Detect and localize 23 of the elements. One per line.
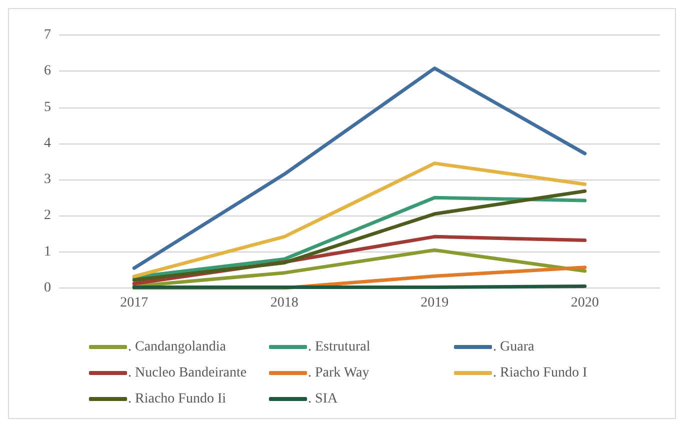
legend-label: . Riacho Fundo Ii	[128, 392, 226, 406]
y-tick-label: 7	[44, 28, 51, 42]
y-tick-label: 1	[44, 244, 51, 260]
y-tick-label: 5	[44, 100, 51, 115]
y-tick-label: 3	[44, 172, 51, 188]
legend-label: . Park Way	[308, 366, 370, 380]
y-tick-label: 0	[44, 280, 51, 296]
y-tick-label: 2	[44, 208, 51, 224]
x-tick-label: 2020	[570, 296, 599, 310]
x-tick-label: 2019	[420, 296, 449, 310]
line-series	[132, 248, 587, 288]
legend-label: . Estrutural	[308, 340, 370, 354]
legend-label: . Candangolandia	[128, 340, 227, 354]
line-series	[132, 66, 587, 270]
legend-label: . Riacho Fundo I	[493, 366, 588, 380]
y-tick-label: 4	[44, 136, 51, 151]
legend-label: . SIA	[308, 392, 338, 406]
legend-label: . Guara	[493, 340, 535, 354]
y-tick-label: 6	[44, 64, 51, 79]
legend-label: . Nucleo Bandeirante	[128, 366, 247, 380]
line-series	[132, 162, 587, 278]
x-tick-label: 2017	[120, 296, 148, 310]
x-tick-label: 2018	[270, 296, 298, 310]
